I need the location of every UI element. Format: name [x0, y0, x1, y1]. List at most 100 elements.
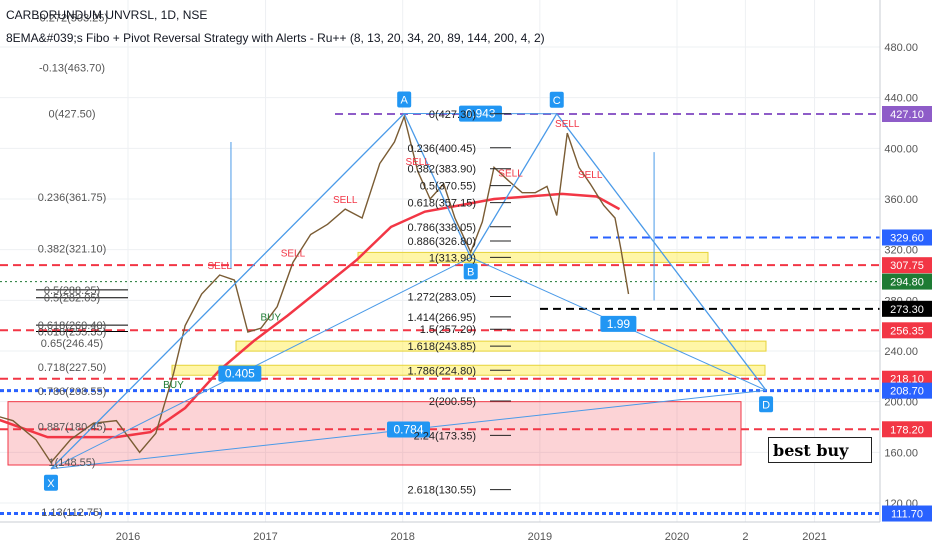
sell-signal: SELL [578, 170, 603, 181]
fib-left-label: 0(427.50) [48, 109, 95, 121]
fib-left-label: 0.65(246.45) [41, 338, 103, 350]
fib-right-label: 1.618(243.85) [408, 341, 477, 353]
pattern-point-badge [549, 91, 564, 108]
time-axis[interactable]: 2016 2017 2018 2019 2020 2 2021 [0, 521, 880, 543]
ratio-label: 0.405 [225, 367, 255, 381]
sell-signal: SELL [405, 157, 430, 168]
chart-title: CARBORUNDUM UNVRSL, 1D, NSE [6, 8, 208, 22]
sell-signal: SELL [555, 119, 580, 130]
fib-left-label: 0.786(208.55) [38, 386, 107, 398]
fib-right-label: 0.786(338.05) [408, 222, 477, 234]
fib-right-label: 0.618(357.15) [408, 198, 477, 210]
pattern-point-badge [397, 91, 412, 108]
price-label-badge [882, 106, 932, 123]
best-buy-note: best buy [768, 437, 872, 463]
pattern-point-label: C [553, 95, 561, 107]
fib-right-label: 1.5(257.20) [420, 324, 476, 336]
price-label-badge [882, 229, 932, 246]
ratio-label: 0.943 [465, 107, 495, 121]
y-tick-label: 160.00 [884, 447, 918, 459]
ratio-badge [458, 105, 502, 122]
sell-signal: SELL [207, 261, 232, 272]
y-tick-label: 360.00 [884, 194, 918, 206]
price-label-text: 111.70 [891, 509, 923, 521]
pattern-point-badge [759, 396, 774, 413]
sell-signal: SELL [281, 248, 306, 259]
y-tick-label: 240.00 [884, 346, 918, 358]
price-label-badge [882, 257, 932, 274]
price-label-badge [882, 421, 932, 438]
fib-left-label: -0.272(503.25) [36, 13, 108, 25]
ratio-badge [387, 421, 431, 438]
price-label-text: 273.30 [890, 304, 924, 316]
fib-left-label: 0.718(227.50) [38, 362, 107, 374]
pattern-point-label: X [47, 478, 55, 490]
fib-left-label: 0.236(361.75) [38, 192, 107, 204]
fib-left-label: 1(148.55) [48, 457, 95, 469]
price-label-badge [882, 300, 932, 317]
pattern-point-label: B [467, 266, 474, 278]
pattern-point-label: D [762, 399, 770, 411]
fib-right-label: 0.236(400.45) [408, 143, 477, 155]
ratio-label: 0.784 [393, 423, 423, 437]
pattern-leg [556, 113, 767, 391]
fib-right-label: 1.414(266.95) [408, 312, 477, 324]
ratio-badge [218, 365, 262, 382]
sell-signal: SELL [498, 169, 523, 180]
price-label-text: 208.70 [890, 386, 924, 398]
y-tick-label: 480.00 [884, 42, 918, 54]
price-label-badge [882, 505, 932, 522]
price-axis[interactable]: 480.00440.00400.00360.00320.00280.00240.… [879, 0, 932, 550]
x-tick-label: 2018 [390, 531, 414, 543]
pattern-leg [50, 113, 405, 470]
signal-labels: SELL SELL SELL SELL SELL SELL SELL BUY BUY [163, 119, 603, 391]
price-label-text: 256.35 [890, 325, 924, 337]
fib-zone [171, 364, 766, 376]
fibonacci-labels: -0.272(503.25) -0.13(463.70) 0(427.50) 0.23… [36, 13, 511, 519]
y-tick-label: 200.00 [884, 397, 918, 409]
x-tick-label: 2021 [802, 531, 826, 543]
fib-right-label: 2(200.55) [429, 396, 476, 408]
x-tick-label: 2 [742, 531, 748, 543]
y-tick-label: 440.00 [884, 93, 918, 105]
pattern-ratio-line [50, 256, 471, 470]
fib-left-label: -0.13(463.70) [39, 63, 105, 75]
pattern-point-badge [43, 474, 58, 491]
buy-signal: BUY [163, 380, 184, 391]
price-levels [0, 113, 880, 516]
fib-left-label: 0.5(282.05) [44, 293, 100, 305]
indicator-label[interactable]: 8EMA&#039;s Fibo + Pivot Reversal Strate… [6, 31, 545, 45]
ratio-label: 1.99 [607, 317, 631, 331]
price-label-badge [882, 273, 932, 290]
price-label-text: 294.80 [890, 277, 924, 289]
price-label-text: 307.75 [890, 260, 924, 272]
fib-left-label: 0.618(260.40) [38, 320, 107, 332]
fib-right-label: 2.24(173.35) [414, 430, 476, 442]
fib-left-label: 0.5(288.25) [44, 285, 100, 297]
price-label-text: 427.10 [890, 109, 924, 121]
y-tick-label: 400.00 [884, 143, 918, 155]
fib-right-label: 0.5(370.55) [420, 181, 476, 193]
price-label-text: 178.20 [890, 424, 924, 436]
x-tick-label: 2017 [253, 531, 277, 543]
x-tick-label: 2020 [665, 531, 689, 543]
buy-signal: BUY [261, 313, 282, 324]
ratio-badge [600, 315, 637, 332]
price-line [0, 114, 630, 464]
ema-line [0, 192, 621, 439]
ema-path [0, 192, 621, 439]
price-label-badge [882, 322, 932, 339]
pattern-point-badge [463, 263, 478, 280]
fib-right-label: 1.786(224.80) [408, 365, 477, 377]
fib-left-label: 0.382(321.10) [38, 243, 107, 255]
fib-right-label: 0(427.30) [429, 109, 476, 121]
fib-left-label: 0.618(255.35) [38, 327, 107, 339]
price-label-text: 329.60 [890, 233, 924, 245]
x-tick-label: 2019 [528, 531, 552, 543]
fib-right-label: 1(313.90) [429, 252, 476, 264]
price-path [0, 114, 630, 464]
price-label-badge [882, 382, 932, 399]
y-tick-label: 320.00 [884, 245, 918, 257]
pattern-point-label: A [401, 95, 409, 107]
